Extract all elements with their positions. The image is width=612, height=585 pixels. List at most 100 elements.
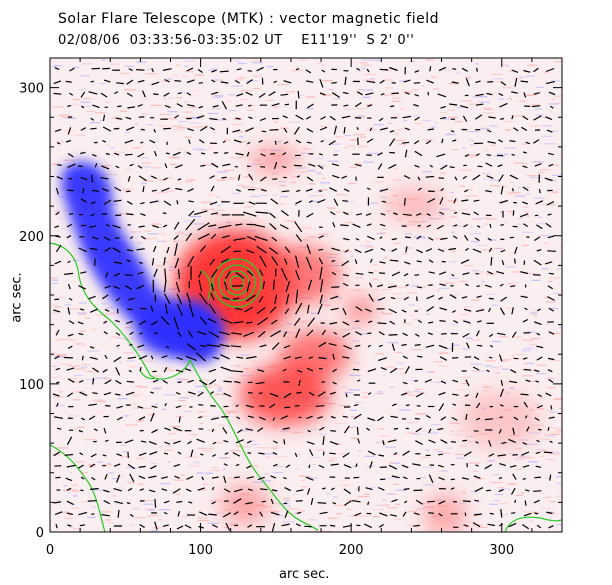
noise-speck	[377, 391, 383, 393]
field-vector	[102, 126, 112, 132]
field-vector	[105, 152, 110, 156]
field-vector	[319, 126, 328, 131]
field-vector	[163, 452, 169, 455]
noise-speck	[483, 112, 495, 114]
field-vector	[511, 331, 517, 338]
field-vector	[499, 463, 506, 467]
noise-speck	[213, 384, 218, 386]
noise-speck	[141, 98, 148, 100]
noise-speck	[489, 185, 501, 187]
noise-speck	[533, 160, 543, 162]
noise-speck	[302, 227, 311, 229]
noise-speck	[184, 181, 193, 183]
noise-speck	[328, 517, 338, 519]
noise-speck	[316, 174, 324, 176]
noise-speck	[422, 171, 433, 173]
field-vector	[282, 368, 287, 372]
field-vector	[452, 235, 458, 240]
field-vector	[67, 152, 74, 158]
noise-speck	[374, 353, 384, 355]
noise-speck	[319, 165, 325, 167]
field-vector	[232, 452, 241, 457]
noise-speck	[359, 62, 368, 64]
field-vector	[88, 295, 96, 300]
field-vector	[329, 115, 336, 121]
field-vector	[198, 404, 204, 406]
field-vector	[176, 293, 183, 305]
noise-speck	[319, 530, 331, 532]
noise-speck	[274, 502, 282, 504]
noise-speck	[191, 179, 195, 181]
noise-speck	[145, 73, 157, 75]
field-vector	[547, 285, 554, 290]
y-tick-label: 0	[36, 526, 44, 541]
noise-speck	[335, 194, 348, 196]
field-vector	[187, 128, 194, 132]
noise-speck	[174, 97, 183, 99]
field-vector	[176, 304, 184, 316]
noise-speck	[346, 499, 357, 501]
field-vector	[547, 426, 550, 431]
noise-speck	[496, 153, 503, 155]
noise-speck	[215, 94, 219, 96]
noise-speck	[74, 374, 84, 377]
noise-speck	[421, 139, 434, 141]
noise-speck	[333, 293, 340, 295]
noise-speck	[363, 247, 367, 249]
noise-speck	[522, 339, 534, 341]
field-vector	[464, 189, 469, 193]
noise-speck	[418, 237, 426, 239]
field-vector	[391, 248, 398, 252]
noise-speck	[178, 125, 182, 127]
field-vector	[354, 163, 362, 167]
field-vector	[354, 248, 362, 254]
noise-speck	[178, 148, 185, 150]
noise-speck	[154, 232, 165, 235]
field-vector	[149, 200, 159, 204]
noise-speck	[506, 193, 519, 195]
noise-speck	[209, 208, 215, 210]
field-vector	[330, 524, 336, 527]
noise-speck	[443, 118, 452, 120]
field-vector	[437, 464, 444, 468]
noise-speck	[318, 433, 327, 436]
field-vector	[92, 189, 99, 192]
field-vector	[245, 91, 253, 96]
noise-speck	[484, 365, 492, 367]
noise-speck	[552, 359, 560, 362]
noise-speck	[151, 462, 158, 465]
field-vector	[294, 221, 303, 233]
noise-speck	[522, 511, 535, 513]
field-vector	[89, 225, 96, 228]
field-vector	[366, 427, 371, 431]
noise-speck	[372, 516, 380, 518]
field-vector	[148, 441, 157, 445]
field-vector	[208, 331, 220, 339]
field-vector	[464, 404, 471, 407]
noise-speck	[526, 362, 534, 364]
field-vector	[329, 321, 338, 325]
noise-speck	[73, 428, 78, 430]
field-vector	[234, 488, 243, 493]
noise-speck	[170, 163, 177, 166]
noise-speck	[522, 231, 534, 233]
field-vector	[177, 451, 182, 455]
noise-speck	[380, 196, 386, 198]
noise-speck	[51, 304, 56, 306]
field-vector	[415, 427, 422, 433]
field-vector	[298, 416, 302, 419]
field-vector	[281, 190, 290, 193]
noise-speck	[72, 495, 78, 497]
noise-speck	[193, 223, 205, 225]
noise-speck	[544, 143, 556, 145]
noise-speck	[349, 374, 361, 376]
noise-speck	[353, 134, 366, 136]
noise-speck	[420, 476, 426, 479]
field-vector	[54, 225, 59, 228]
field-vector	[472, 522, 481, 528]
field-vector	[391, 499, 398, 503]
field-vector	[243, 331, 254, 337]
field-vector	[272, 279, 275, 290]
field-vector	[104, 473, 108, 480]
